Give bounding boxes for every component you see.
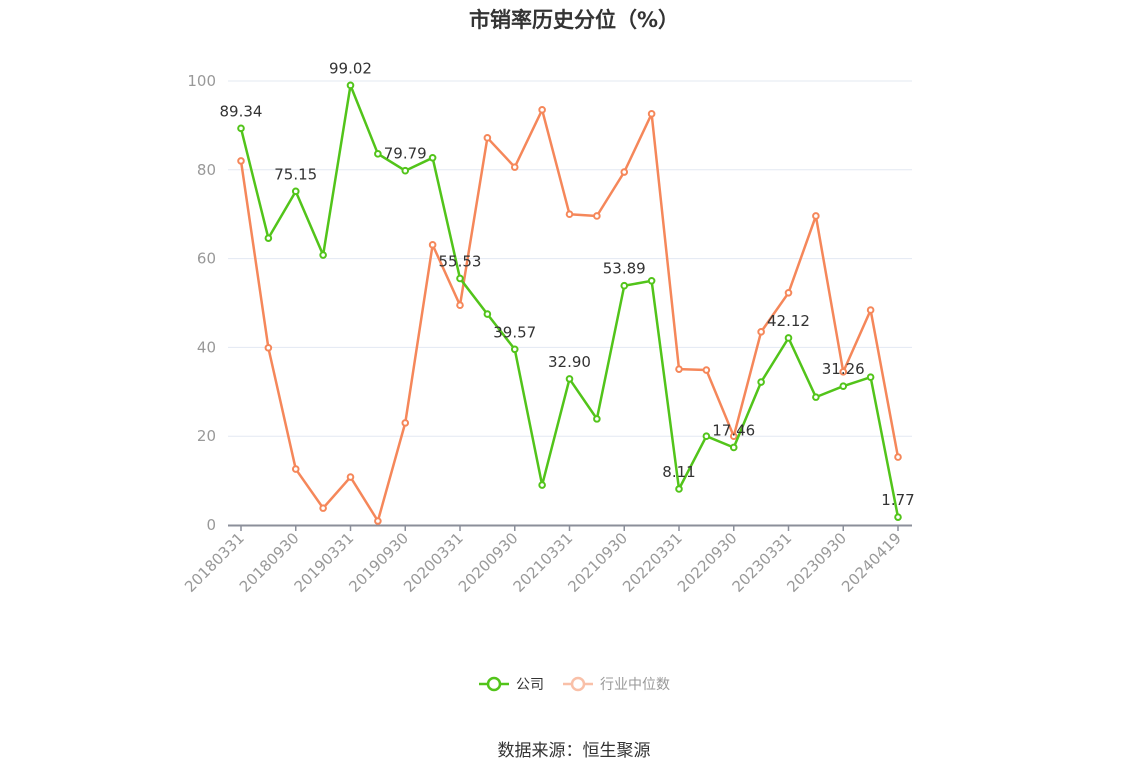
x-tick-label: 20240419	[838, 529, 905, 596]
data-point[interactable]	[620, 281, 629, 290]
data-point[interactable]	[237, 157, 245, 165]
data-point[interactable]	[647, 277, 656, 285]
line-chart: 0204060801002018033120180930201903312019…	[181, 59, 915, 596]
data-label: 75.15	[274, 165, 317, 183]
y-tick-label: 80	[197, 161, 216, 179]
data-point[interactable]	[264, 234, 273, 242]
data-point[interactable]	[483, 310, 492, 318]
data-point[interactable]	[237, 124, 245, 133]
y-tick-label: 40	[197, 338, 216, 356]
data-point[interactable]	[757, 378, 765, 386]
data-label: 1.77	[881, 491, 914, 509]
data-point[interactable]	[894, 513, 902, 521]
data-point[interactable]	[839, 368, 848, 376]
data-point[interactable]	[401, 419, 410, 427]
legend-label-company: 公司	[516, 677, 544, 693]
y-tick-label: 20	[197, 427, 216, 445]
data-point[interactable]	[702, 432, 711, 441]
data-point[interactable]	[894, 453, 902, 461]
data-point[interactable]	[647, 110, 656, 118]
company-line	[239, 84, 900, 518]
data-point[interactable]	[702, 366, 711, 374]
y-tick-label: 100	[187, 72, 216, 90]
legend-line-circle-icon	[479, 676, 509, 692]
data-label: 8.11	[662, 463, 695, 481]
data-point[interactable]	[374, 150, 382, 158]
data-point[interactable]	[538, 481, 546, 489]
data-label: 39.57	[493, 323, 536, 341]
data-point[interactable]	[866, 373, 875, 381]
chart-title: 市销率历史分位（%）	[468, 8, 680, 32]
data-source: 数据来源：恒生聚源	[497, 741, 651, 761]
data-label: 42.12	[767, 312, 810, 330]
y-tick-label: 60	[197, 250, 216, 268]
data-point[interactable]	[538, 106, 546, 114]
data-point[interactable]	[565, 375, 574, 383]
data-point[interactable]	[812, 393, 820, 401]
data-point[interactable]	[757, 328, 765, 336]
legend-label-industry: 行业中位数	[600, 677, 670, 693]
data-label: 99.02	[329, 59, 372, 77]
data-point[interactable]	[428, 241, 437, 249]
data-label: 89.34	[220, 102, 263, 120]
data-point[interactable]	[675, 365, 683, 373]
data-point[interactable]	[729, 432, 738, 441]
legend-item-company[interactable]: 公司	[478, 674, 544, 694]
data-point[interactable]	[729, 443, 738, 452]
data-point[interactable]	[374, 517, 382, 525]
data-point[interactable]	[456, 301, 464, 310]
data-point[interactable]	[456, 274, 464, 283]
data-point[interactable]	[319, 504, 327, 512]
data-label: 32.90	[548, 353, 591, 371]
data-label: 79.79	[384, 145, 427, 163]
data-point[interactable]	[346, 473, 355, 481]
data-point[interactable]	[784, 334, 793, 342]
legend-item-industry[interactable]: 行业中位数	[562, 674, 670, 694]
data-label: 55.53	[439, 252, 482, 270]
data-label: 17.46	[712, 421, 755, 439]
data-point[interactable]	[264, 344, 273, 352]
data-point[interactable]	[593, 415, 601, 423]
data-point[interactable]	[319, 251, 327, 259]
y-tick-label: 0	[206, 516, 216, 534]
data-point[interactable]	[565, 210, 574, 218]
data-point[interactable]	[291, 465, 300, 473]
data-label: 31.26	[822, 360, 865, 378]
data-point[interactable]	[428, 154, 437, 162]
chart-legend: 公司 行业中位数	[0, 674, 1148, 694]
data-point[interactable]	[620, 168, 629, 176]
data-point[interactable]	[784, 288, 793, 297]
data-point[interactable]	[483, 134, 492, 142]
data-point[interactable]	[510, 163, 519, 171]
data-point[interactable]	[291, 187, 300, 196]
data-point[interactable]	[675, 485, 683, 493]
data-point[interactable]	[866, 306, 875, 314]
data-point[interactable]	[510, 345, 519, 354]
data-point[interactable]	[401, 166, 410, 175]
data-label: 53.89	[603, 260, 646, 278]
data-point[interactable]	[839, 382, 848, 391]
data-point[interactable]	[346, 81, 355, 90]
legend-line-circle-icon	[563, 676, 593, 692]
data-point[interactable]	[812, 212, 820, 220]
data-point[interactable]	[593, 212, 601, 220]
